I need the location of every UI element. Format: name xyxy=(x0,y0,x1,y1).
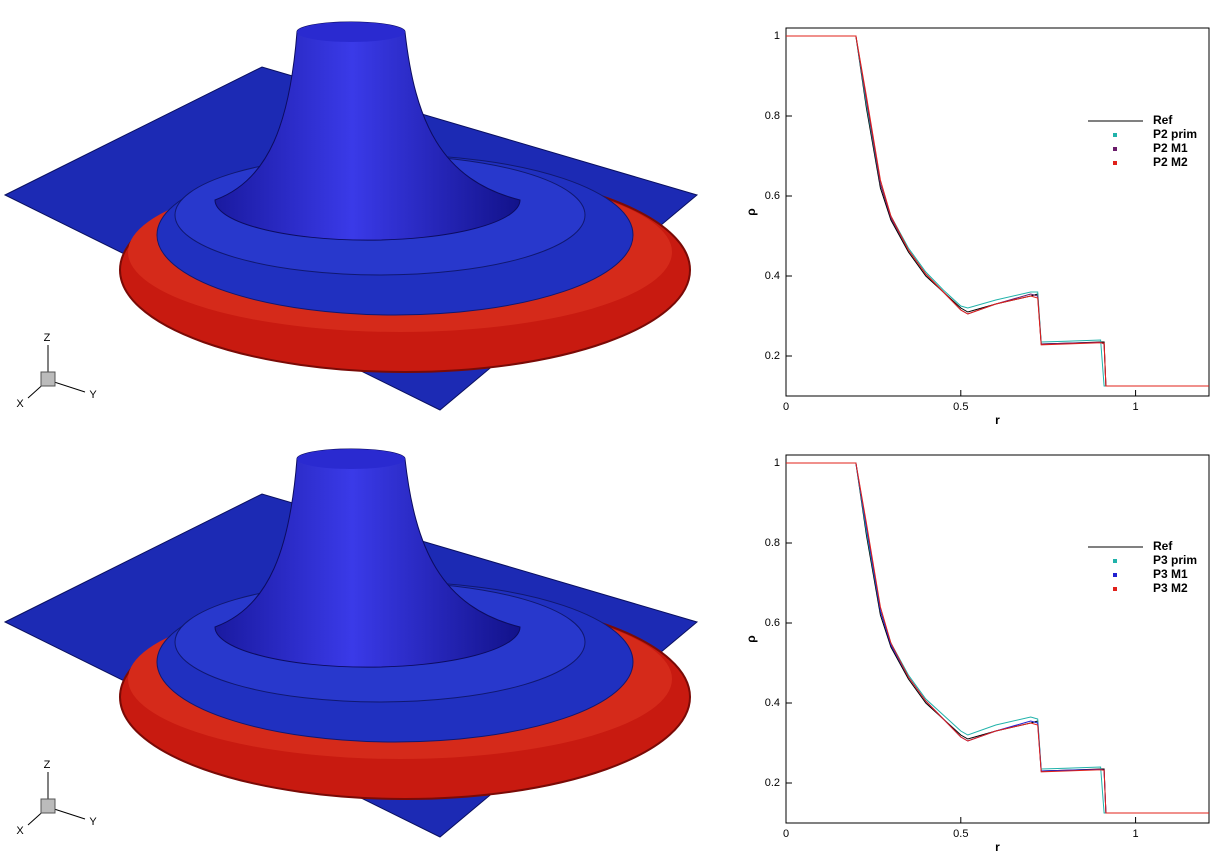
series-line xyxy=(786,35,1209,387)
y-tick-label: 0.6 xyxy=(765,190,780,202)
surface-plot xyxy=(4,448,698,838)
plot-frame xyxy=(785,27,1210,397)
series-line xyxy=(786,462,1209,814)
y-axis-label: ρ xyxy=(744,208,758,215)
axis-triad xyxy=(27,344,86,399)
y-tick-label: 0.4 xyxy=(765,697,780,709)
triad-label: X xyxy=(16,398,24,410)
legend-label: Ref xyxy=(1153,113,1173,127)
y-tick-label: 0.2 xyxy=(765,350,780,362)
triad-label: Y xyxy=(89,389,97,401)
series-line xyxy=(786,35,1209,387)
x-axis-label: r xyxy=(995,413,1000,427)
legend-label: P2 M2 xyxy=(1153,155,1188,169)
y-axis-label: ρ xyxy=(744,635,758,642)
legend-label: P3 M2 xyxy=(1153,581,1188,595)
x-tick-label: 0 xyxy=(783,828,789,840)
series-line xyxy=(786,462,1209,814)
legend-label: P2 prim xyxy=(1153,127,1197,141)
series-line xyxy=(786,462,1209,814)
plot-frame xyxy=(785,454,1210,824)
series-line xyxy=(786,462,1209,814)
surface-panel: Z X Y xyxy=(4,21,698,411)
legend-swatch xyxy=(1113,161,1117,165)
legend-swatch xyxy=(1113,559,1117,563)
x-tick-label: 1 xyxy=(1133,828,1139,840)
axis-triad xyxy=(27,771,86,826)
legend-swatch xyxy=(1113,587,1117,591)
surface-plot xyxy=(4,21,698,411)
x-axis-label: r xyxy=(995,840,1000,854)
legend-label: Ref xyxy=(1153,539,1173,553)
triad-label: X xyxy=(16,825,24,837)
legend-swatch xyxy=(1113,133,1117,137)
legend-swatch xyxy=(1113,147,1117,151)
legend-label: P2 M1 xyxy=(1153,141,1188,155)
surface-panel: Z X Y xyxy=(4,448,698,838)
triad-label: Z xyxy=(44,332,51,344)
y-tick-label: 0.8 xyxy=(765,537,780,549)
legend-label: P3 M1 xyxy=(1153,567,1188,581)
series-line xyxy=(786,35,1209,387)
x-tick-label: 0.5 xyxy=(953,828,968,840)
y-tick-label: 1 xyxy=(774,457,780,469)
y-tick-label: 0.4 xyxy=(765,270,780,282)
triad-label: Z xyxy=(44,759,51,771)
series-line xyxy=(786,35,1209,387)
x-tick-label: 1 xyxy=(1133,401,1139,413)
x-tick-label: 0 xyxy=(783,401,789,413)
y-tick-label: 0.2 xyxy=(765,777,780,789)
x-tick-label: 0.5 xyxy=(953,401,968,413)
triad-label: Y xyxy=(89,816,97,828)
legend-swatch xyxy=(1113,573,1117,577)
y-tick-label: 0.8 xyxy=(765,110,780,122)
y-tick-label: 0.6 xyxy=(765,617,780,629)
legend-label: P3 prim xyxy=(1153,553,1197,567)
y-tick-label: 1 xyxy=(774,30,780,42)
